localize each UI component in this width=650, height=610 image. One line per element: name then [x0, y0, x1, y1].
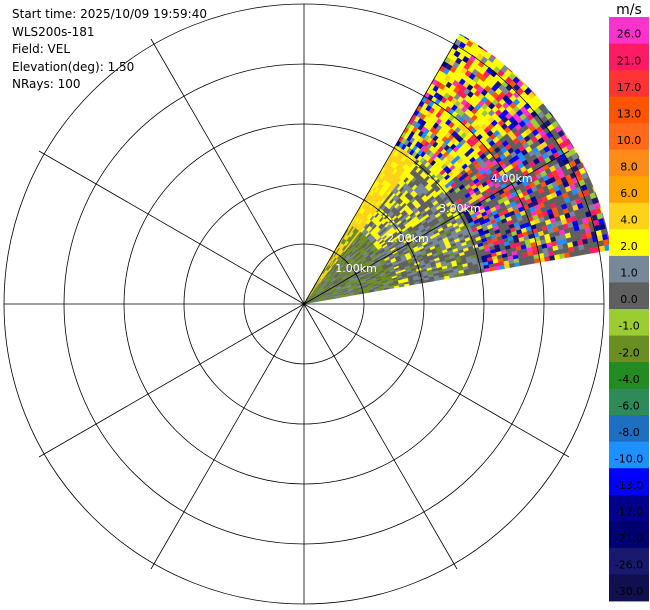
colorbar-tick-label: -4.0: [618, 373, 639, 386]
colorbar-tick-label: 8.0: [620, 160, 638, 173]
colorbar-tick-label: -6.0: [618, 399, 639, 412]
colorbar-tick-label: -17.0: [615, 506, 643, 519]
colorbar-tick-label: 17.0: [617, 81, 642, 94]
colorbar-tick-label: -2.0: [618, 346, 639, 359]
colorbar-tick-label: 2.0: [620, 240, 638, 253]
colorbar-tick-label: 26.0: [617, 28, 642, 41]
colorbar-tick-label: 0.0: [620, 293, 638, 306]
colorbar-tick-label: 10.0: [617, 134, 642, 147]
velocity-sector: [303, 33, 612, 305]
colorbar-tick-label: -21.0: [615, 532, 643, 545]
colorbar-tick-label: 21.0: [617, 54, 642, 67]
colorbar-tick-label: -8.0: [618, 426, 639, 439]
colorbar-tick-label: -10.0: [615, 452, 643, 465]
colorbar-tick-label: -30.0: [615, 585, 643, 598]
colorbar-tick-label: 1.0: [620, 267, 638, 280]
colorbar-units-label: m/s: [616, 2, 642, 18]
colorbar-tick-label: 13.0: [617, 107, 642, 120]
colorbar-tick-label: -26.0: [615, 559, 643, 572]
colorbar-tick-label: 4.0: [620, 214, 638, 227]
colorbar-tick-label: -1.0: [618, 320, 639, 333]
colorbar-tick-label: 6.0: [620, 187, 638, 200]
colorbar-tick-label: -13.0: [615, 479, 643, 492]
